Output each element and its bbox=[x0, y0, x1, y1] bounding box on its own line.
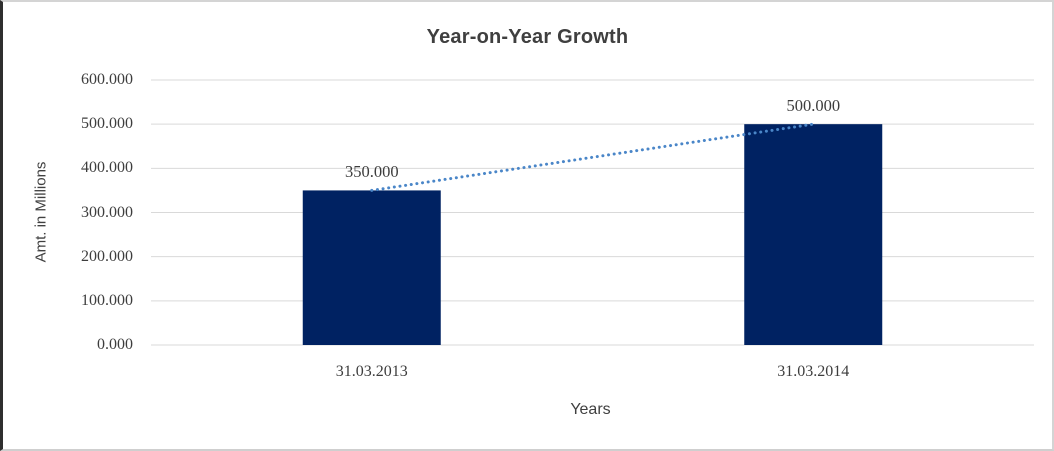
y-tick-label: 400.000 bbox=[81, 159, 133, 177]
x-axis-title: Years bbox=[570, 401, 611, 418]
bar-value-label: 500.000 bbox=[786, 96, 841, 116]
x-tick-label: 31.03.2013 bbox=[335, 363, 408, 380]
bar-value-label: 350.000 bbox=[344, 162, 399, 182]
y-tick-label: 0.000 bbox=[97, 336, 133, 353]
y-tick-label: 600.000 bbox=[81, 71, 133, 88]
bar-31.03.2013 bbox=[302, 190, 441, 345]
bar-31.03.2014 bbox=[744, 124, 883, 346]
y-tick-label: 500.000 bbox=[81, 115, 133, 133]
y-tick-label: 300.000 bbox=[81, 203, 133, 221]
plot-area bbox=[151, 79, 1034, 346]
y-tick-label: 200.000 bbox=[81, 247, 133, 265]
x-tick-label: 31.03.2014 bbox=[777, 363, 850, 380]
chart-title: Year-on-Year Growth bbox=[426, 26, 629, 48]
y-tick-label: 100.000 bbox=[81, 291, 133, 309]
